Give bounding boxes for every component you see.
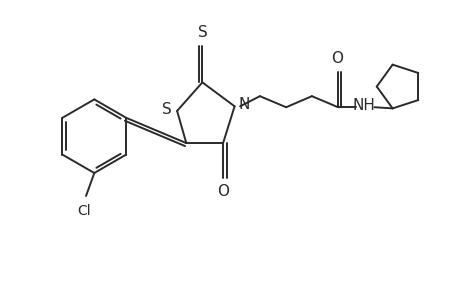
Text: NH: NH <box>352 98 375 113</box>
Text: Cl: Cl <box>77 204 90 218</box>
Text: S: S <box>162 103 171 118</box>
Text: N: N <box>238 98 249 112</box>
Text: S: S <box>197 25 207 40</box>
Text: O: O <box>217 184 229 199</box>
Text: O: O <box>330 51 342 66</box>
